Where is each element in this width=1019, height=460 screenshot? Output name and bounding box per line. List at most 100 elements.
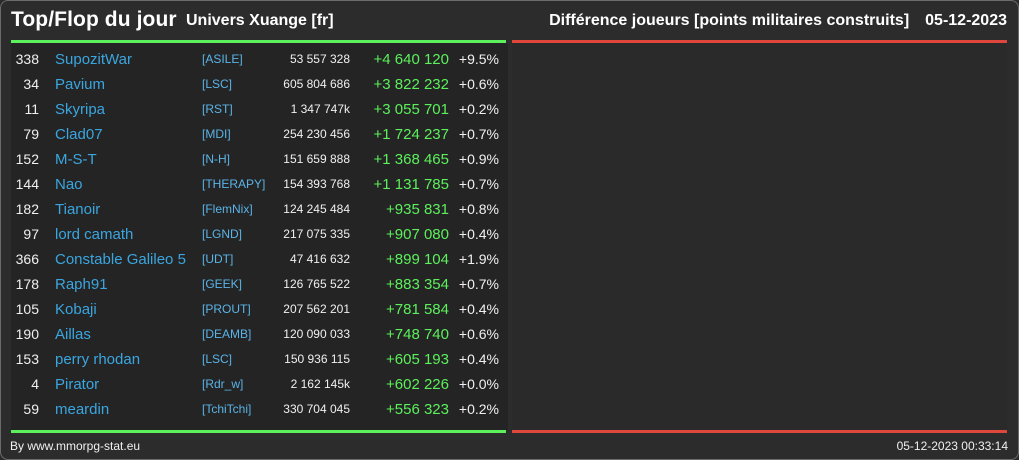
table-row: 144 Nao [THERAPY] 154 393 768 +1 131 785 +0.7…: [11, 172, 508, 197]
row-rank: 79: [23, 126, 39, 142]
row-points: 217 075 335: [283, 227, 350, 241]
metric-label: Différence joueurs [points militaires co…: [549, 12, 910, 29]
table-row: 11 Skyripa [RST] 1 347 747k +3 055 701 +0.2%: [11, 97, 508, 122]
row-diff: +1 724 237: [373, 126, 450, 143]
row-diff: +1 368 465: [373, 151, 450, 168]
row-percent: +0.7%: [458, 276, 499, 292]
row-points: 330 704 045: [283, 402, 350, 416]
row-rank: 190: [15, 326, 39, 342]
row-points: 126 765 522: [283, 277, 350, 291]
table-row: 152 M-S-T [N-H] 151 659 888 +1 368 465 +0.9%: [11, 147, 508, 172]
table-row: 153 perry rhodan [LSC] 150 936 115 +605 193 +…: [11, 347, 508, 372]
player-name-link[interactable]: Nao: [55, 176, 83, 193]
row-points: 124 245 484: [283, 202, 350, 216]
alliance-tag-link[interactable]: [RST]: [202, 102, 233, 116]
row-points: 120 090 033: [283, 327, 350, 341]
row-diff: +883 354: [386, 276, 449, 293]
player-name-link[interactable]: Tianoir: [55, 201, 101, 218]
alliance-tag-link[interactable]: [PROUT]: [202, 302, 251, 316]
table-row: 338 SupozitWar [ASILE] 53 557 328 +4 640 120…: [11, 47, 508, 72]
player-name-link[interactable]: Kobaji: [55, 301, 97, 318]
row-percent: +0.2%: [458, 101, 499, 117]
row-percent: +0.6%: [458, 326, 499, 342]
header-right: Différence joueurs [points militaires co…: [549, 12, 1007, 30]
row-percent: +0.0%: [458, 376, 499, 392]
row-rank: 338: [15, 51, 39, 67]
alliance-tag-link[interactable]: [FlemNix]: [202, 202, 253, 216]
row-percent: +0.6%: [458, 76, 499, 92]
table-row: 4 Pirator [Rdr_w] 2 162 145k +602 226 +0.0%: [11, 372, 508, 397]
alliance-tag-link[interactable]: [LSC]: [202, 352, 233, 366]
row-diff: +899 104: [386, 251, 449, 268]
row-percent: +0.2%: [458, 401, 499, 417]
row-rank: 366: [15, 251, 39, 267]
table-row: 105 Kobaji [PROUT] 207 562 201 +781 584 +0.4%: [11, 297, 508, 322]
row-rank: 178: [15, 276, 39, 292]
row-diff: +556 323: [386, 401, 449, 418]
table-row: 34 Pavium [LSC] 605 804 686 +3 822 232 +0.6%: [11, 72, 508, 97]
player-name-link[interactable]: SupozitWar: [55, 51, 132, 68]
top-divider-loss: [512, 40, 1007, 43]
row-rank: 4: [31, 376, 39, 392]
table-row: 366 Constable Galileo 5 [UDT] 47 416 632 +89…: [11, 247, 508, 272]
alliance-tag-link[interactable]: [ASILE]: [202, 52, 243, 66]
row-rank: 182: [15, 201, 39, 217]
page-title: Top/Flop du jour: [11, 8, 177, 31]
player-name-link[interactable]: Constable Galileo 5: [55, 251, 186, 268]
alliance-tag-link[interactable]: [GEEK]: [202, 277, 243, 291]
alliance-tag-link[interactable]: [N-H]: [202, 152, 230, 166]
player-name-link[interactable]: lord camath: [55, 226, 134, 243]
row-rank: 144: [15, 176, 39, 192]
player-name-link[interactable]: Pavium: [55, 76, 106, 93]
server-name: Univers Xuange [fr]: [186, 12, 334, 29]
alliance-tag-link[interactable]: [MDI]: [202, 127, 231, 141]
row-points: 53 557 328: [289, 52, 350, 66]
alliance-tag-link[interactable]: [LSC]: [202, 77, 233, 91]
row-diff: +748 740: [386, 326, 449, 343]
row-diff: +781 584: [386, 301, 449, 318]
player-name-link[interactable]: Pirator: [55, 376, 100, 393]
player-name-link[interactable]: Skyripa: [55, 101, 106, 118]
alliance-tag-link[interactable]: [LGND]: [202, 227, 243, 241]
row-diff: +602 226: [386, 376, 449, 393]
row-percent: +0.4%: [458, 351, 499, 367]
row-diff: +3 822 232: [373, 76, 450, 93]
row-diff: +3 055 701: [373, 101, 450, 118]
row-points: 150 936 115: [284, 352, 350, 366]
alliance-tag-link[interactable]: [TchiTchi]: [202, 402, 252, 416]
player-name-link[interactable]: Aillas: [55, 326, 91, 343]
table-row: 178 Raph91 [GEEK] 126 765 522 +883 354 +0.7%: [11, 272, 508, 297]
player-name-link[interactable]: meardin: [55, 401, 110, 418]
alliance-tag-link[interactable]: [UDT]: [202, 252, 234, 266]
footer-credit[interactable]: By www.mmorpg-stat.eu: [10, 439, 141, 453]
row-rank: 152: [15, 151, 39, 167]
bottom-divider-loss: [512, 430, 1007, 433]
player-name-link[interactable]: M-S-T: [55, 151, 97, 168]
row-points: 254 230 456: [283, 127, 350, 141]
row-percent: +0.8%: [458, 201, 499, 217]
table-row: 190 Aillas [DEAMB] 120 090 033 +748 740 +0.6%: [11, 322, 508, 347]
row-percent: +0.4%: [458, 226, 499, 242]
row-points: 151 659 888: [283, 152, 350, 166]
player-name-link[interactable]: perry rhodan: [55, 351, 141, 368]
alliance-tag-link[interactable]: [Rdr_w]: [202, 377, 244, 391]
row-rank: 153: [15, 351, 39, 367]
row-points: 47 416 632: [289, 252, 350, 266]
row-diff: +4 640 120: [373, 51, 450, 68]
row-rank: 105: [15, 301, 39, 317]
row-percent: +0.7%: [458, 126, 499, 142]
row-points: 605 804 686: [283, 77, 350, 91]
row-points: 1 347 747k: [290, 102, 350, 116]
table-row: 79 Clad07 [MDI] 254 230 456 +1 724 237 +0.7%: [11, 122, 508, 147]
alliance-tag-link[interactable]: [THERAPY]: [202, 177, 266, 191]
player-name-link[interactable]: Clad07: [55, 126, 103, 143]
row-percent: +1.9%: [458, 251, 499, 267]
row-rank: 97: [23, 226, 39, 242]
row-rank: 11: [24, 101, 39, 117]
header-date: 05-12-2023: [925, 12, 1007, 29]
alliance-tag-link[interactable]: [DEAMB]: [202, 327, 252, 341]
row-percent: +0.4%: [458, 301, 499, 317]
top-losers-panel: [512, 43, 1007, 430]
row-percent: +0.9%: [458, 151, 499, 167]
player-name-link[interactable]: Raph91: [55, 276, 108, 293]
